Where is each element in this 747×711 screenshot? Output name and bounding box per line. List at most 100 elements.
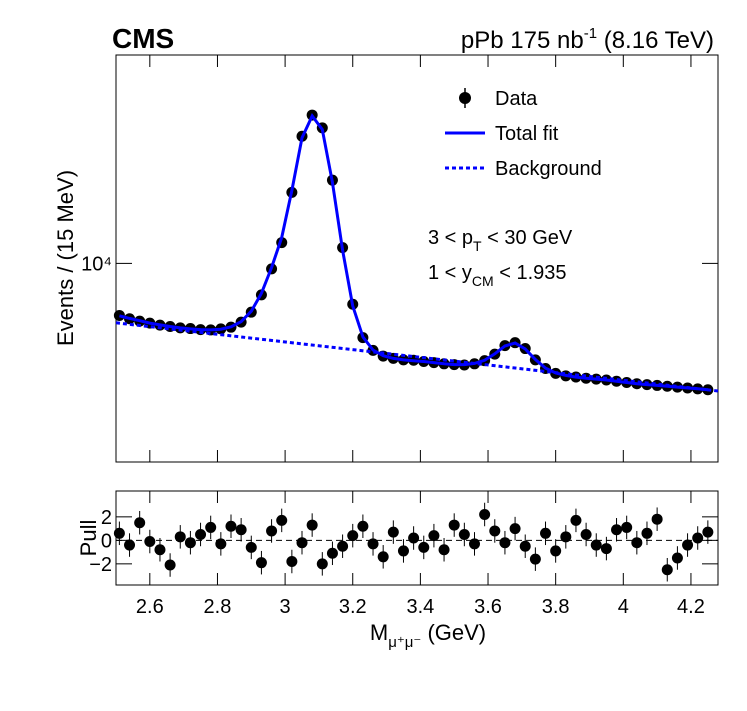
- pull-point: [164, 559, 176, 571]
- pull-point: [540, 527, 552, 539]
- y-tick-label: 10⁴: [81, 253, 112, 275]
- x-tick-label: 3: [280, 596, 291, 618]
- pull-point: [377, 551, 389, 563]
- pull-point: [580, 528, 592, 540]
- lumi-sup: -1: [584, 25, 597, 42]
- pull-point: [458, 528, 470, 540]
- pull-point: [671, 552, 683, 564]
- pull-point: [590, 539, 602, 551]
- plot-frame: [115, 490, 719, 586]
- pull-point: [266, 525, 278, 537]
- legend-label: Total fit: [495, 123, 559, 145]
- y-tick-label: −2: [89, 554, 112, 576]
- fit-line: [119, 112, 709, 392]
- pull-point: [306, 519, 318, 531]
- x-tick-label: 4: [618, 596, 629, 618]
- pull-point: [357, 520, 369, 532]
- x-tick-label: 4.2: [677, 596, 705, 618]
- pull-axis-label: Pull: [76, 520, 101, 557]
- pull-point: [519, 540, 531, 552]
- pull-point: [144, 536, 156, 548]
- pull-point: [509, 523, 521, 535]
- annot-sub: T: [473, 238, 482, 254]
- x-label-main: M: [370, 620, 388, 645]
- pull-point: [428, 530, 440, 542]
- pull-point: [529, 553, 541, 565]
- annot-text: < 30 GeV: [482, 227, 573, 249]
- y-tick-label: 2: [101, 507, 112, 529]
- pull-point: [113, 527, 125, 539]
- pull-point: [682, 539, 694, 551]
- pull-point: [408, 532, 420, 544]
- pull-point: [255, 557, 267, 569]
- pull-point: [479, 509, 491, 520]
- pull-point: [235, 524, 247, 536]
- pull-point: [174, 531, 186, 543]
- fit-line: [115, 321, 719, 393]
- x-tick-label: 2.8: [204, 596, 232, 618]
- annot-sub: CM: [472, 273, 494, 289]
- pull-point: [337, 540, 349, 552]
- pull-point: [692, 532, 704, 544]
- pull-point: [702, 526, 714, 538]
- pull-point: [570, 514, 582, 526]
- x-axis-label: Mμ⁺μ⁻ (GeV): [370, 620, 486, 651]
- pull-point: [184, 537, 196, 549]
- pull-point: [448, 519, 460, 531]
- pull-point: [661, 564, 673, 576]
- x-tick-label: 2.6: [136, 596, 164, 618]
- pull-point: [367, 538, 379, 550]
- pull-point: [286, 556, 298, 567]
- pull-point: [215, 538, 227, 550]
- pull-point: [195, 528, 207, 540]
- annotation: 1 < yCM < 1.935: [428, 262, 567, 289]
- pull-point: [225, 520, 237, 532]
- lumi-energy: (8.16 TeV): [597, 27, 714, 54]
- lumi-text: pPb 175 nb: [461, 27, 584, 54]
- pull-point: [631, 537, 643, 549]
- x-tick-label: 3.6: [474, 596, 502, 618]
- experiment-label: CMS: [112, 23, 174, 54]
- pull-point: [134, 517, 146, 529]
- plot-frame: [115, 54, 719, 463]
- pull-point: [397, 545, 409, 557]
- x-tick-label: 3.2: [339, 596, 367, 618]
- pull-point: [387, 526, 399, 538]
- legend-marker: [459, 92, 471, 104]
- pull-point: [600, 543, 612, 555]
- annot-text: 1 < y: [428, 262, 472, 284]
- pull-point: [651, 513, 663, 525]
- pull-point: [438, 544, 450, 556]
- pull-point: [347, 530, 359, 542]
- x-tick-label: 3.8: [542, 596, 570, 618]
- legend-label: Data: [495, 88, 538, 110]
- x-tick-label: 3.4: [406, 596, 434, 618]
- pull-point: [154, 544, 166, 556]
- data-point: [113, 309, 125, 321]
- pull-point: [245, 541, 257, 553]
- annot-text: 3 < p: [428, 227, 473, 249]
- pull-point: [124, 539, 136, 551]
- luminosity-label: pPb 175 nb-1 (8.16 TeV): [461, 25, 714, 54]
- pull-point: [316, 558, 328, 570]
- pull-point: [489, 525, 501, 537]
- pull-point: [641, 527, 653, 539]
- pull-point: [296, 537, 308, 549]
- legend-label: Background: [495, 158, 602, 180]
- pull-point: [560, 531, 572, 543]
- y-axis-label: Events / (15 MeV): [53, 170, 78, 346]
- pull-point: [611, 524, 623, 536]
- x-label-sub: μ⁺μ⁻: [388, 634, 421, 651]
- pull-point: [468, 538, 480, 550]
- pull-point: [621, 521, 633, 533]
- x-label-unit: (GeV): [421, 620, 486, 645]
- y-tick-label: 0: [101, 530, 112, 552]
- pull-point: [276, 514, 288, 526]
- pull-point: [550, 545, 562, 557]
- pull-point: [499, 537, 511, 549]
- annotation: 3 < pT < 30 GeV: [428, 227, 573, 254]
- annot-text: < 1.935: [494, 262, 567, 284]
- pull-point: [326, 547, 338, 559]
- pull-point: [205, 521, 217, 533]
